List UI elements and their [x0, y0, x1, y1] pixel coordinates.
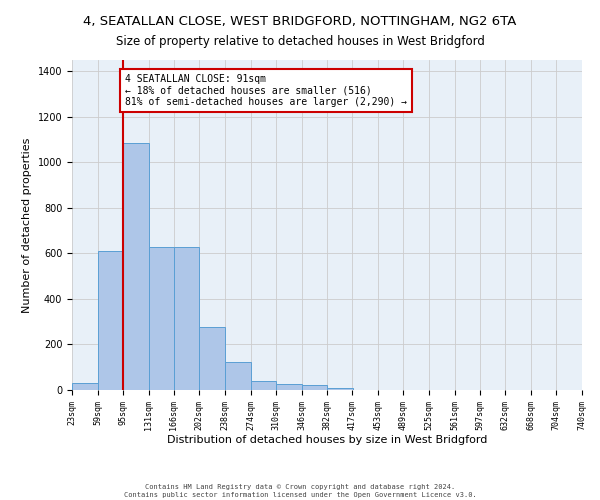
X-axis label: Distribution of detached houses by size in West Bridgford: Distribution of detached houses by size …: [167, 436, 487, 446]
Bar: [72, 383, 98, 390]
Bar: [225, 362, 251, 390]
Text: 4 SEATALLAN CLOSE: 91sqm
← 18% of detached houses are smaller (516)
81% of semi-: 4 SEATALLAN CLOSE: 91sqm ← 18% of detach…: [125, 74, 407, 107]
Bar: [149, 246, 175, 390]
Bar: [199, 328, 225, 390]
Bar: [302, 386, 328, 390]
Text: Contains HM Land Registry data © Crown copyright and database right 2024.
Contai: Contains HM Land Registry data © Crown c…: [124, 484, 476, 498]
Bar: [123, 143, 149, 390]
Bar: [276, 384, 302, 390]
Bar: [98, 251, 123, 390]
Bar: [328, 388, 353, 390]
Bar: [251, 381, 276, 390]
Y-axis label: Number of detached properties: Number of detached properties: [22, 138, 32, 312]
Text: Size of property relative to detached houses in West Bridgford: Size of property relative to detached ho…: [116, 35, 484, 48]
Text: 4, SEATALLAN CLOSE, WEST BRIDGFORD, NOTTINGHAM, NG2 6TA: 4, SEATALLAN CLOSE, WEST BRIDGFORD, NOTT…: [83, 15, 517, 28]
Bar: [174, 246, 199, 390]
